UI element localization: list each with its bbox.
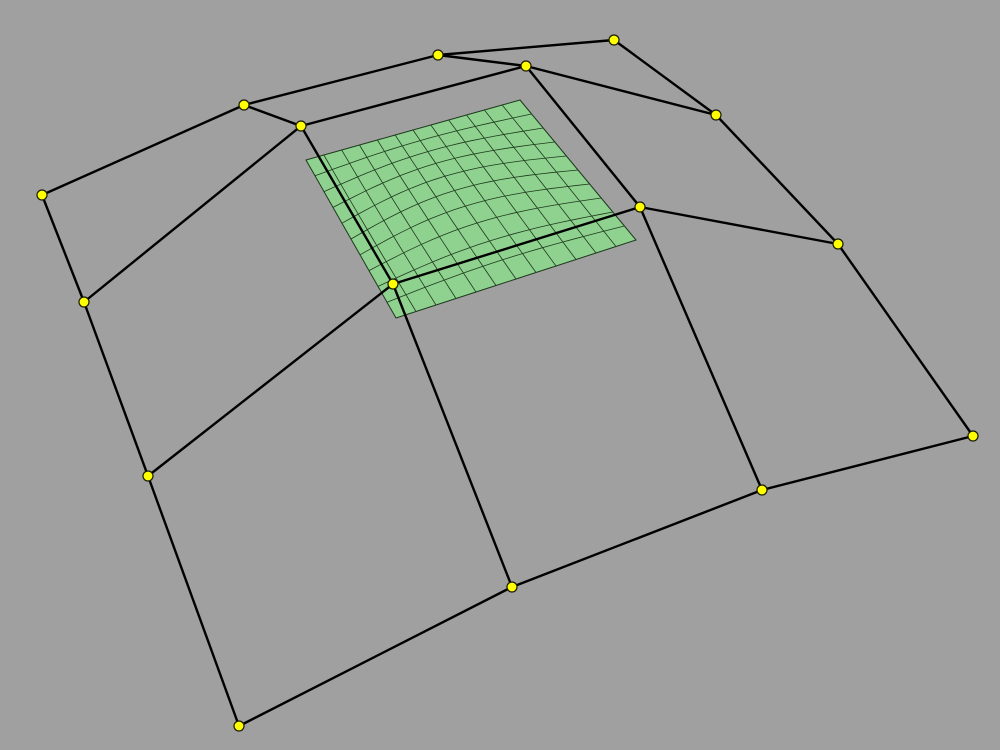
control-net-edge xyxy=(243,53,439,107)
control-net-edge xyxy=(83,125,302,303)
control-point[interactable] xyxy=(710,109,722,121)
surface-fill[interactable] xyxy=(305,99,637,319)
control-point[interactable] xyxy=(520,60,532,72)
control-net-edge xyxy=(761,434,974,492)
surface-isoline-v xyxy=(323,127,544,192)
control-point[interactable] xyxy=(142,470,154,482)
surface-isoline-v xyxy=(368,197,602,271)
control-net-edge xyxy=(147,283,394,477)
control-point[interactable] xyxy=(832,238,844,250)
control-net-edge xyxy=(525,64,717,117)
control-point[interactable] xyxy=(756,484,768,496)
control-point[interactable] xyxy=(608,34,620,46)
control-net-edge xyxy=(639,205,839,246)
control-points[interactable] xyxy=(36,34,979,732)
control-point[interactable] xyxy=(387,278,399,290)
control-net-edge xyxy=(299,125,395,285)
surface-isoline-v xyxy=(386,225,625,303)
control-point[interactable] xyxy=(432,49,444,61)
control-net-edge xyxy=(243,103,302,128)
control-net-edge xyxy=(391,283,514,588)
control-point[interactable] xyxy=(295,120,307,132)
surface-isoline-v xyxy=(332,141,555,208)
control-net-edge xyxy=(238,585,513,728)
control-net-edge xyxy=(392,205,641,286)
control-net-edge xyxy=(300,64,527,128)
control-point[interactable] xyxy=(233,720,245,732)
control-net-edge xyxy=(511,488,763,589)
surface-isoline-v xyxy=(350,169,579,240)
control-point[interactable] xyxy=(238,99,250,111)
control-net-edge xyxy=(41,103,245,197)
control-net-edge xyxy=(715,114,839,245)
control-net-edge xyxy=(437,53,527,68)
surface-isoline-v xyxy=(359,183,590,256)
control-point[interactable] xyxy=(967,430,979,442)
control-net-edge xyxy=(638,206,764,491)
control-net-edge xyxy=(40,194,86,303)
control-net-edge xyxy=(437,38,615,57)
control-net-edge xyxy=(82,301,150,477)
surface-isoline-v xyxy=(341,155,567,224)
control-point[interactable] xyxy=(36,189,48,201)
control-net-edge xyxy=(837,243,974,437)
control-net-edge xyxy=(613,39,717,116)
surface-isoline-v xyxy=(377,211,613,287)
control-net-edge xyxy=(146,475,241,727)
nurbs-surface-patch[interactable] xyxy=(305,99,637,319)
surface-isoline-v xyxy=(314,113,532,177)
control-net-edge xyxy=(525,65,641,208)
control-point[interactable] xyxy=(634,201,646,213)
control-point[interactable] xyxy=(78,296,90,308)
control-point[interactable] xyxy=(506,581,518,593)
control-net xyxy=(40,38,974,728)
